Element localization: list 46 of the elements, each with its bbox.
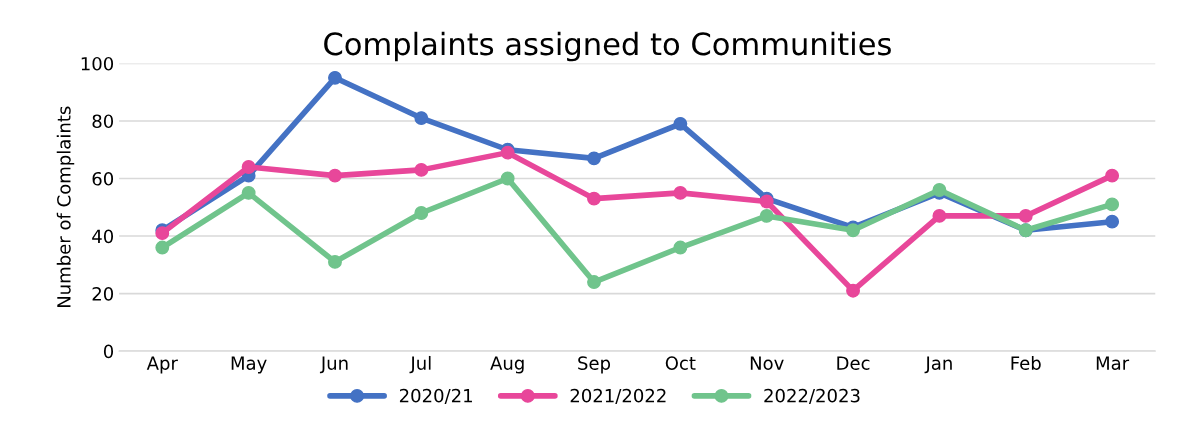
y-axis-title: Number of Complaints [56,106,75,308]
point [414,111,429,126]
point [414,206,429,220]
point [500,171,515,186]
point [1105,214,1120,229]
x-tick-label: Aug [490,356,524,374]
legend-label: 2021/2022 [570,388,666,404]
x-tick-label: Oct [665,356,696,370]
point [759,208,774,223]
x-tick-label: Sep [578,356,611,374]
y-tick-label: 40 [92,229,114,244]
x-tick-label: Jul [409,355,431,374]
x-tick-label: Jan [924,356,952,374]
point [328,70,342,85]
x-tick-label: Dec [837,356,870,370]
point [1105,197,1120,212]
x-tick-label: Nov [750,356,784,370]
point [673,240,688,255]
x-tick-label: Feb [1011,355,1041,370]
point [155,240,170,255]
y-tick-label: 80 [92,114,114,129]
point [932,208,947,223]
x-tick-label: Jun [319,356,348,374]
x-tick-label: Mar [1096,356,1130,370]
point [673,185,688,200]
point [241,160,256,174]
x-tick-label: Apr [146,356,178,374]
y-tick-label: 60 [92,171,114,186]
y-tick-label: 100 [81,56,114,71]
legend-label: 2022/2023 [764,388,860,404]
point [241,185,256,200]
point [587,151,601,166]
chart-title: Complaints assigned to Communities [324,31,891,62]
point [1105,168,1120,183]
x-tick-label: May [231,356,267,374]
point [328,254,342,269]
point [328,168,342,183]
point [414,162,429,177]
point [1018,208,1033,223]
point [587,191,601,206]
point [846,283,860,298]
legend-label: 2020/21 [399,388,472,404]
point [587,275,601,290]
y-tick-label: 0 [103,344,114,359]
y-tick-label: 20 [92,287,114,301]
point [673,116,688,131]
